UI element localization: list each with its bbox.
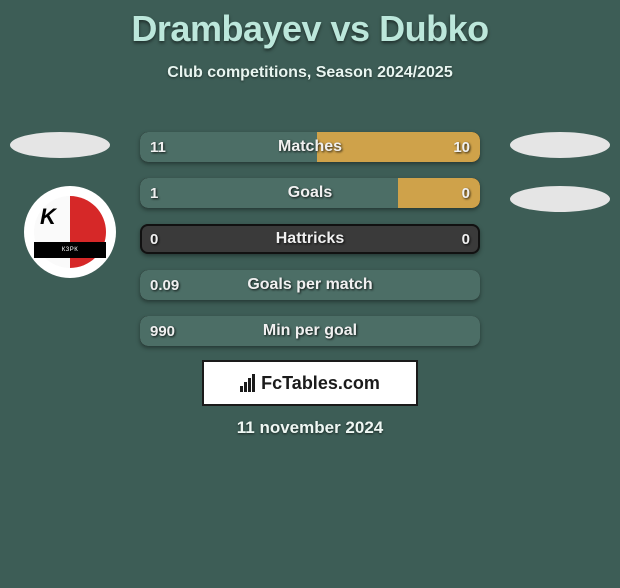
stat-bar: 0.09Goals per match [140, 270, 480, 300]
stat-bar-right-segment [317, 132, 480, 162]
stat-bar: 0 0Hattricks [140, 224, 480, 254]
stat-right-value: 0 [462, 224, 470, 254]
stat-bar-right-segment [398, 178, 480, 208]
club-logo-graphic: K КЗРК [34, 196, 106, 268]
page-title: Drambayev vs Dubko [0, 8, 620, 50]
club-logo: K КЗРК [24, 186, 116, 278]
player-left-placeholder-1 [10, 132, 110, 158]
source-text: FcTables.com [261, 373, 380, 394]
fctables-icon [240, 374, 255, 392]
player-right-placeholder-2 [510, 186, 610, 212]
stat-bar-left-segment [140, 178, 398, 208]
stat-bar-left-segment [140, 316, 480, 346]
stat-bar: 1110Matches [140, 132, 480, 162]
stat-bar-left-segment [140, 270, 480, 300]
stat-bar-left-segment [140, 132, 317, 162]
date-text: 11 november 2024 [0, 418, 620, 438]
stat-left-value: 0 [150, 224, 158, 254]
subtitle: Club competitions, Season 2024/2025 [0, 64, 620, 82]
player-right-placeholder-1 [510, 132, 610, 158]
stat-bar: 10Goals [140, 178, 480, 208]
stat-bar: 990Min per goal [140, 316, 480, 346]
club-logo-text: КЗРК [62, 247, 79, 253]
stat-label: Hattricks [140, 224, 480, 254]
source-attribution: FcTables.com [202, 360, 418, 406]
stats-bars: 1110Matches 10Goals 0 0Hattricks 0.09Goals p… [140, 132, 480, 362]
